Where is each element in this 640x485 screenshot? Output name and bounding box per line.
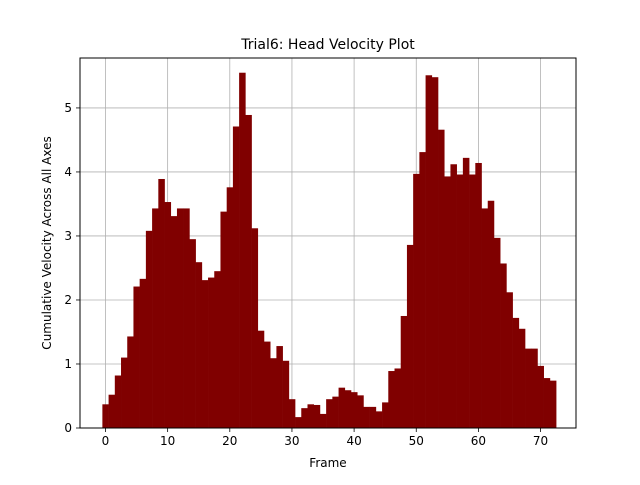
bar [145, 230, 153, 428]
bar [431, 77, 439, 428]
bar [525, 348, 532, 428]
bar [444, 176, 451, 428]
bar [419, 152, 426, 428]
x-tick-label: 30 [284, 434, 299, 448]
bar [220, 211, 227, 428]
bar [549, 380, 557, 428]
bar [394, 368, 402, 428]
bar [487, 200, 495, 428]
bar [332, 396, 339, 428]
bar [239, 72, 246, 428]
bar [295, 417, 302, 428]
y-axis-ticks: 0 1 2 3 4 5 [64, 101, 80, 435]
bar [257, 330, 265, 428]
bar [543, 378, 551, 428]
bar [176, 208, 184, 428]
bar [288, 399, 296, 428]
bar [400, 315, 408, 428]
bar [127, 336, 134, 428]
y-tick-label: 0 [64, 421, 72, 435]
bar [388, 371, 395, 428]
bar [493, 237, 501, 428]
x-axis-ticks: 0 10 20 30 40 50 60 70 [102, 428, 548, 448]
bar [102, 404, 109, 428]
bar [195, 262, 203, 428]
y-tick-label: 1 [64, 357, 72, 371]
bar [512, 317, 520, 428]
bar [326, 399, 333, 428]
bar [189, 239, 196, 428]
chart-title: Trial6: Head Velocity Plot [240, 37, 415, 53]
bar [301, 408, 308, 428]
y-axis-label: Cumulative Velocity Across All Axes [40, 136, 54, 349]
plot-frame [79, 57, 577, 429]
bar [450, 164, 457, 428]
bar [276, 346, 283, 428]
x-tick-label: 40 [346, 434, 361, 448]
bar [351, 392, 358, 428]
x-tick-label: 20 [222, 434, 237, 448]
bar [406, 244, 414, 428]
bar [319, 413, 327, 428]
bars-group [102, 72, 557, 429]
bar [481, 208, 489, 428]
bar [282, 360, 290, 428]
bar [344, 390, 352, 428]
bar [518, 328, 526, 428]
bar [500, 263, 507, 428]
bar [382, 402, 389, 428]
bar [245, 114, 252, 428]
bar [506, 292, 513, 428]
bar [208, 277, 215, 428]
x-tick-label: 70 [533, 434, 548, 448]
bar [232, 126, 240, 429]
bar [413, 173, 420, 428]
bar [313, 404, 321, 428]
bar [363, 406, 370, 428]
bar [164, 202, 172, 428]
y-tick-label: 4 [64, 165, 72, 179]
bar [214, 271, 221, 428]
bar [425, 75, 433, 428]
bar [183, 208, 190, 428]
x-tick-label: 0 [102, 434, 110, 448]
bar [158, 178, 165, 428]
y-tick-label: 5 [64, 101, 72, 115]
bar [369, 406, 377, 428]
bar [537, 365, 544, 428]
bar [438, 129, 445, 428]
bar [307, 404, 315, 428]
bar [469, 174, 476, 428]
bar [531, 348, 538, 428]
bar [270, 358, 277, 428]
bar [251, 228, 259, 428]
bar [152, 208, 159, 428]
x-tick-label: 50 [409, 434, 424, 448]
bar [170, 216, 178, 428]
bar [375, 411, 383, 428]
bar [133, 286, 140, 428]
bar [462, 157, 470, 429]
bar [475, 162, 482, 429]
y-tick-label: 2 [64, 293, 72, 307]
x-axis-label: Frame [309, 456, 346, 470]
bar [201, 280, 209, 428]
y-tick-label: 3 [64, 229, 72, 243]
bar [108, 394, 116, 428]
bar [139, 278, 147, 428]
bar [121, 357, 128, 428]
bar [357, 395, 364, 428]
bar [226, 187, 234, 428]
bar [114, 375, 122, 428]
bar [338, 387, 346, 428]
bar [263, 341, 271, 428]
x-tick-label: 60 [471, 434, 486, 448]
x-tick-label: 10 [160, 434, 175, 448]
bar [456, 174, 464, 428]
